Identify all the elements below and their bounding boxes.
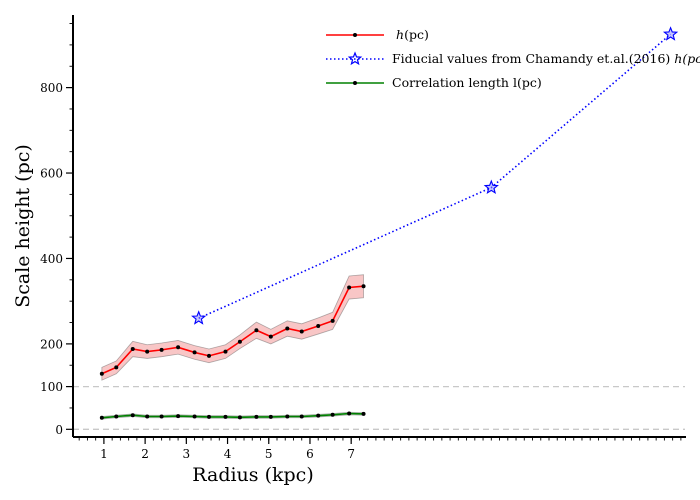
x-tick-label: 2 xyxy=(141,447,149,461)
x-tick-label: 7 xyxy=(347,447,355,461)
data-point-star xyxy=(191,310,207,325)
data-point xyxy=(285,414,290,419)
data-point xyxy=(192,350,197,355)
x-tick-label: 6 xyxy=(306,447,314,461)
y-tick-label: 600 xyxy=(40,167,63,181)
data-point xyxy=(361,284,366,289)
data-point xyxy=(176,414,181,419)
data-point xyxy=(130,347,135,352)
data-point xyxy=(145,349,150,354)
x-tick-label: 1 xyxy=(100,447,108,461)
data-point-star xyxy=(662,26,679,41)
y-tick-label: 800 xyxy=(40,81,63,95)
legend-entry-fiducial: Fiducial values from Chamandy et.al.(201… xyxy=(326,51,700,66)
y-tick-label: 400 xyxy=(40,252,63,266)
data-point xyxy=(176,345,181,350)
data-point xyxy=(223,349,228,354)
error-band-series-0 xyxy=(101,274,364,381)
series-markers xyxy=(99,26,679,420)
legend-label-fiducial: Fiducial values from Chamandy et.al.(201… xyxy=(392,51,700,66)
data-point xyxy=(285,326,290,331)
data-point xyxy=(268,414,273,419)
series-line-2 xyxy=(101,412,364,419)
legend-entry-correlation: Correlation length l(pc) xyxy=(326,75,542,90)
legend-label-correlation: Correlation length l(pc) xyxy=(392,75,542,90)
legend-star-marker xyxy=(347,51,363,66)
x-tick-label: 3 xyxy=(183,447,191,461)
data-point xyxy=(159,347,164,352)
data-point xyxy=(347,285,352,290)
data-point xyxy=(114,365,119,370)
data-point xyxy=(130,413,135,418)
data-point xyxy=(254,328,259,333)
data-point xyxy=(159,414,164,419)
data-point xyxy=(347,411,352,416)
data-point xyxy=(99,415,104,420)
y-tick-label: 100 xyxy=(40,380,63,394)
data-point xyxy=(361,411,366,416)
data-point xyxy=(114,414,119,419)
x-tick-label: 4 xyxy=(224,447,232,461)
data-point xyxy=(268,334,273,339)
series-line-0 xyxy=(101,285,364,375)
data-point xyxy=(299,329,304,334)
reference-lines xyxy=(73,385,685,430)
data-point xyxy=(237,415,242,420)
data-point xyxy=(316,323,321,328)
legend-entry-h: h(pc) xyxy=(326,27,429,42)
data-point xyxy=(330,318,335,323)
series-lines xyxy=(101,33,672,419)
data-point xyxy=(99,371,104,376)
data-point-star xyxy=(483,179,499,195)
data-point xyxy=(299,414,304,419)
y-tick-label: 0 xyxy=(55,423,63,437)
data-point xyxy=(207,414,211,419)
data-point xyxy=(316,413,321,418)
y-axis-label: Scale height (pc) xyxy=(12,144,34,308)
data-point xyxy=(254,414,259,419)
x-tick-label: 5 xyxy=(265,447,273,461)
data-point xyxy=(330,412,335,417)
data-point xyxy=(145,414,150,419)
legend-label-h: h(pc) xyxy=(396,27,429,42)
data-point xyxy=(237,339,242,344)
legend: h(pc) Fiducial values from Chamandy et.a… xyxy=(326,27,700,90)
x-axis-label: Radius (kpc) xyxy=(192,464,313,486)
axes xyxy=(72,15,686,438)
y-tick-label: 200 xyxy=(40,337,63,351)
data-point xyxy=(223,414,228,419)
data-point xyxy=(192,414,197,419)
axis-ticks: 1 2 3 4 5 6 7 0 100 200 400 600 800 xyxy=(40,23,682,461)
data-point xyxy=(207,353,211,358)
